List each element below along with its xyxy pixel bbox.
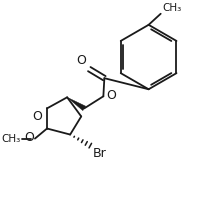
- Text: Br: Br: [92, 147, 106, 160]
- Text: O: O: [24, 131, 34, 144]
- Text: CH₃: CH₃: [2, 134, 21, 144]
- Text: CH₃: CH₃: [163, 3, 182, 13]
- Polygon shape: [67, 97, 86, 110]
- Text: O: O: [33, 110, 43, 123]
- Text: O: O: [106, 89, 116, 102]
- Text: O: O: [76, 54, 86, 67]
